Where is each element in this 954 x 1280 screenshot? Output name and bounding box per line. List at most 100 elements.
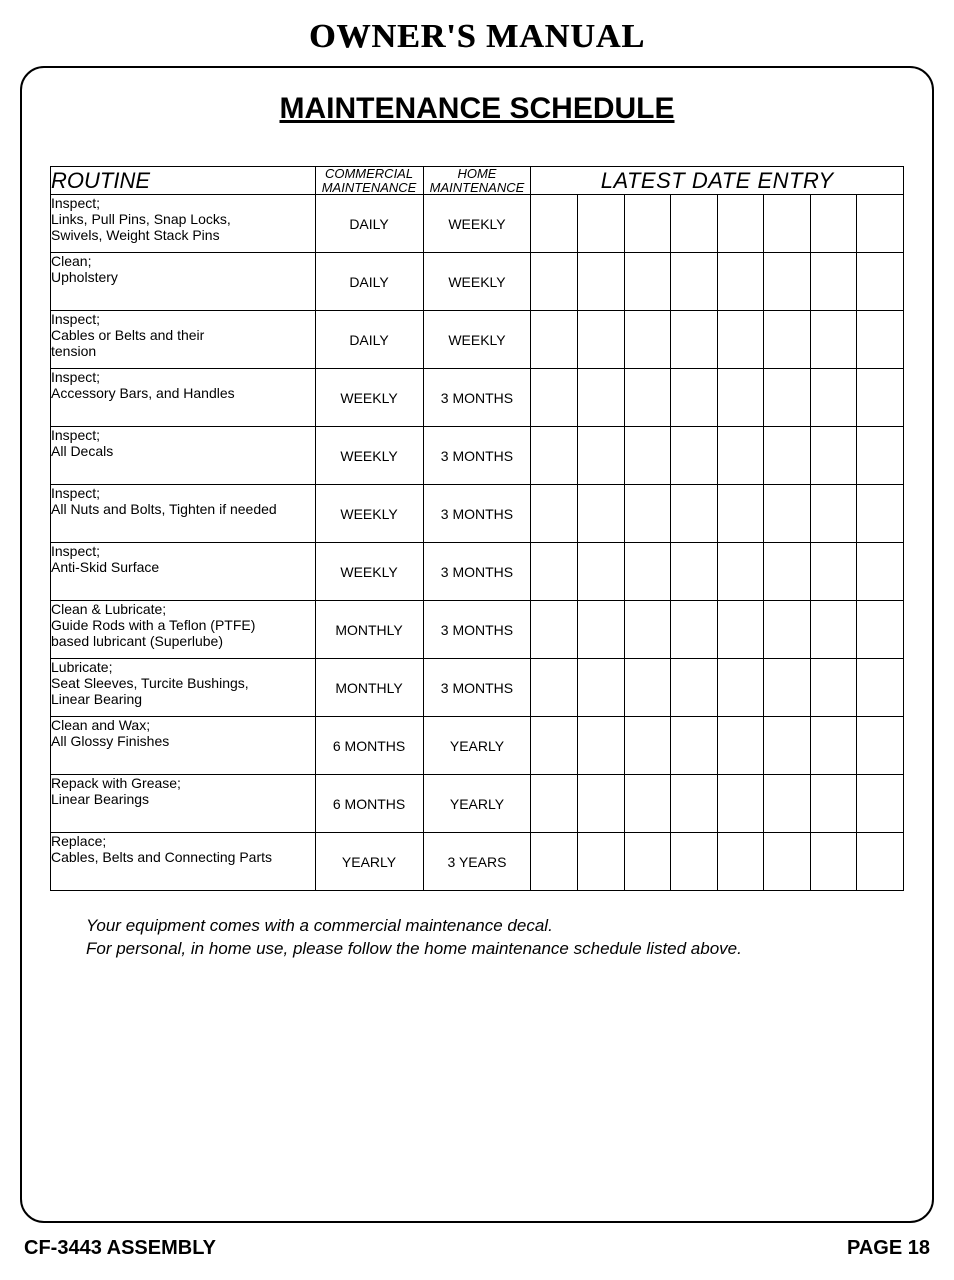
date-entry-cell[interactable]: [624, 601, 671, 659]
date-entry-cell[interactable]: [531, 717, 578, 775]
date-entry-cell[interactable]: [671, 775, 718, 833]
date-entry-cell[interactable]: [578, 775, 625, 833]
date-entry-cell[interactable]: [764, 833, 811, 891]
date-entry-cell[interactable]: [810, 485, 857, 543]
date-entry-cell[interactable]: [857, 195, 904, 253]
date-entry-cell[interactable]: [671, 485, 718, 543]
date-entry-cell[interactable]: [857, 833, 904, 891]
date-entry-cell[interactable]: [717, 311, 764, 369]
date-entry-cell[interactable]: [578, 717, 625, 775]
date-entry-cell[interactable]: [578, 427, 625, 485]
date-entry-cell[interactable]: [624, 485, 671, 543]
date-entry-cell[interactable]: [531, 833, 578, 891]
date-entry-cell[interactable]: [717, 775, 764, 833]
date-entry-cell[interactable]: [671, 601, 718, 659]
date-entry-cell[interactable]: [671, 369, 718, 427]
date-entry-cell[interactable]: [578, 601, 625, 659]
date-entry-cell[interactable]: [717, 659, 764, 717]
date-entry-cell[interactable]: [810, 775, 857, 833]
date-entry-cell[interactable]: [624, 543, 671, 601]
date-entry-cell[interactable]: [531, 659, 578, 717]
date-entry-cell[interactable]: [531, 253, 578, 311]
date-entry-cell[interactable]: [717, 601, 764, 659]
date-entry-cell[interactable]: [531, 369, 578, 427]
date-entry-cell[interactable]: [857, 601, 904, 659]
date-entry-cell[interactable]: [717, 369, 764, 427]
date-entry-cell[interactable]: [764, 543, 811, 601]
date-entry-cell[interactable]: [624, 311, 671, 369]
date-entry-cell[interactable]: [671, 195, 718, 253]
date-entry-cell[interactable]: [624, 833, 671, 891]
date-entry-cell[interactable]: [810, 253, 857, 311]
maintenance-schedule-table: ROUTINE COMMERCIALMAINTENANCE HOMEMAINTE…: [50, 166, 904, 891]
home-freq-cell: 3 MONTHS: [423, 369, 531, 427]
date-entry-cell[interactable]: [764, 717, 811, 775]
date-entry-cell[interactable]: [857, 775, 904, 833]
date-entry-cell[interactable]: [764, 369, 811, 427]
date-entry-cell[interactable]: [624, 775, 671, 833]
date-entry-cell[interactable]: [578, 485, 625, 543]
date-entry-cell[interactable]: [764, 485, 811, 543]
date-entry-cell[interactable]: [531, 775, 578, 833]
date-entry-cell[interactable]: [857, 485, 904, 543]
date-entry-cell[interactable]: [810, 195, 857, 253]
date-entry-cell[interactable]: [810, 717, 857, 775]
date-entry-cell[interactable]: [764, 775, 811, 833]
date-entry-cell[interactable]: [624, 369, 671, 427]
date-entry-cell[interactable]: [810, 601, 857, 659]
date-entry-cell[interactable]: [531, 485, 578, 543]
date-entry-cell[interactable]: [624, 717, 671, 775]
date-entry-cell[interactable]: [717, 485, 764, 543]
date-entry-cell[interactable]: [717, 717, 764, 775]
date-entry-cell[interactable]: [578, 369, 625, 427]
date-entry-cell[interactable]: [857, 253, 904, 311]
date-entry-cell[interactable]: [531, 195, 578, 253]
date-entry-cell[interactable]: [764, 253, 811, 311]
date-entry-cell[interactable]: [624, 195, 671, 253]
date-entry-cell[interactable]: [764, 195, 811, 253]
date-entry-cell[interactable]: [578, 543, 625, 601]
date-entry-cell[interactable]: [671, 253, 718, 311]
date-entry-cell[interactable]: [671, 311, 718, 369]
date-entry-cell[interactable]: [671, 543, 718, 601]
date-entry-cell[interactable]: [578, 833, 625, 891]
date-entry-cell[interactable]: [671, 427, 718, 485]
date-entry-cell[interactable]: [717, 833, 764, 891]
date-entry-cell[interactable]: [764, 427, 811, 485]
date-entry-cell[interactable]: [857, 717, 904, 775]
date-entry-cell[interactable]: [671, 717, 718, 775]
date-entry-cell[interactable]: [578, 659, 625, 717]
date-entry-cell[interactable]: [810, 369, 857, 427]
date-entry-cell[interactable]: [578, 195, 625, 253]
date-entry-cell[interactable]: [717, 543, 764, 601]
date-entry-cell[interactable]: [717, 195, 764, 253]
date-entry-cell[interactable]: [624, 253, 671, 311]
date-entry-cell[interactable]: [624, 659, 671, 717]
date-entry-cell[interactable]: [857, 369, 904, 427]
date-entry-cell[interactable]: [857, 659, 904, 717]
date-entry-cell[interactable]: [810, 427, 857, 485]
date-entry-cell[interactable]: [671, 659, 718, 717]
date-entry-cell[interactable]: [624, 427, 671, 485]
date-entry-cell[interactable]: [810, 543, 857, 601]
date-entry-cell[interactable]: [810, 311, 857, 369]
routine-cell: Inspect;Anti-Skid Surface: [51, 543, 316, 601]
date-entry-cell[interactable]: [671, 833, 718, 891]
date-entry-cell[interactable]: [810, 833, 857, 891]
date-entry-cell[interactable]: [531, 427, 578, 485]
date-entry-cell[interactable]: [531, 543, 578, 601]
date-entry-cell[interactable]: [578, 253, 625, 311]
date-entry-cell[interactable]: [810, 659, 857, 717]
date-entry-cell[interactable]: [531, 601, 578, 659]
date-entry-cell[interactable]: [578, 311, 625, 369]
date-entry-cell[interactable]: [857, 427, 904, 485]
date-entry-cell[interactable]: [717, 253, 764, 311]
date-entry-cell[interactable]: [531, 311, 578, 369]
date-entry-cell[interactable]: [857, 543, 904, 601]
date-entry-cell[interactable]: [717, 427, 764, 485]
date-entry-cell[interactable]: [764, 601, 811, 659]
date-entry-cell[interactable]: [857, 311, 904, 369]
date-entry-cell[interactable]: [764, 311, 811, 369]
home-freq-cell: WEEKLY: [423, 311, 531, 369]
date-entry-cell[interactable]: [764, 659, 811, 717]
